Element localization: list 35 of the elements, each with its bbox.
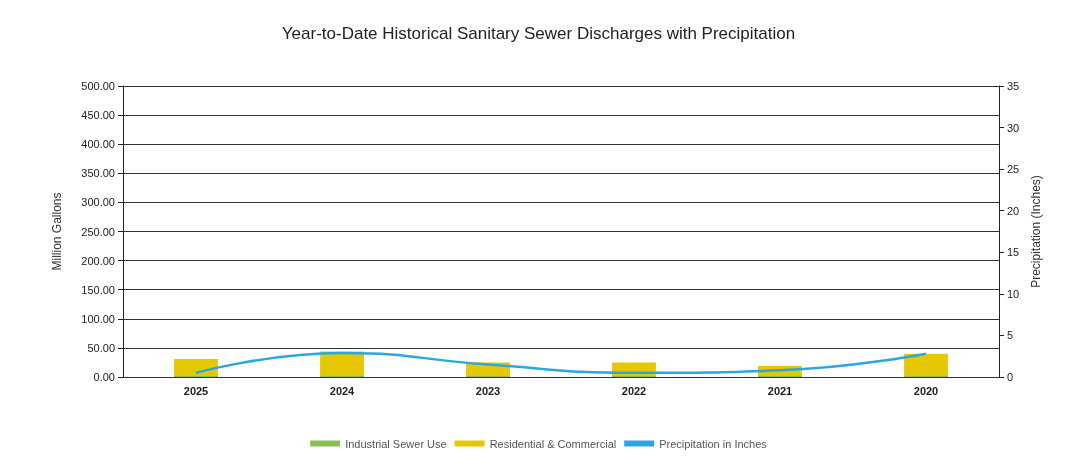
y-tick-label: 500.00 <box>81 80 115 92</box>
y-tick-label: 450.00 <box>81 109 115 122</box>
y-tick-label: 100.00 <box>81 312 115 325</box>
y2-tick-label: 5 <box>1007 329 1014 342</box>
chart-title: Year-to-Date Historical Sanitary Sewer Discharges with Precipitation <box>281 24 796 43</box>
y-tick-label: 300.00 <box>81 196 115 209</box>
y2-tick-label: 35 <box>1007 80 1020 92</box>
y2-tick-label: 10 <box>1007 287 1020 300</box>
y2-tick-label: 30 <box>1007 121 1020 134</box>
legend-label: Industrial Sewer Use <box>345 437 447 450</box>
y-tick-label: 350.00 <box>81 167 115 180</box>
y-axis-title: Million Gallons <box>50 192 64 271</box>
y-tick-label: 150.00 <box>81 283 115 296</box>
y2-tick-label: 20 <box>1007 204 1020 217</box>
y-tick-label: 50.00 <box>87 341 115 354</box>
x-tick-label: 2020 <box>913 384 939 397</box>
y2-tick-label: 25 <box>1007 163 1020 176</box>
line-series <box>194 351 928 375</box>
x-tick-label: 2025 <box>183 384 209 397</box>
x-tick-label: 2023 <box>475 384 501 397</box>
bar <box>320 351 364 376</box>
y-tick-label: 250.00 <box>81 225 115 238</box>
x-tick-label: 2021 <box>767 384 793 397</box>
y-tick-label: 400.00 <box>81 138 115 151</box>
y2-axis-title: Precipitation (Inches) <box>1029 175 1044 288</box>
x-tick-label: 2024 <box>329 384 356 397</box>
y-tick-label: 200.00 <box>81 254 115 267</box>
y2-tick-label: 15 <box>1007 246 1020 259</box>
x-tick-label: 2022 <box>621 384 647 397</box>
y2-tick-label: 0 <box>1007 371 1014 383</box>
bar <box>904 353 948 376</box>
legend-label: Precipitation in Inches <box>659 437 768 450</box>
legend-label: Residential & Commercial <box>489 437 617 450</box>
bar <box>174 358 218 376</box>
y-tick-label: 0.00 <box>93 371 115 383</box>
